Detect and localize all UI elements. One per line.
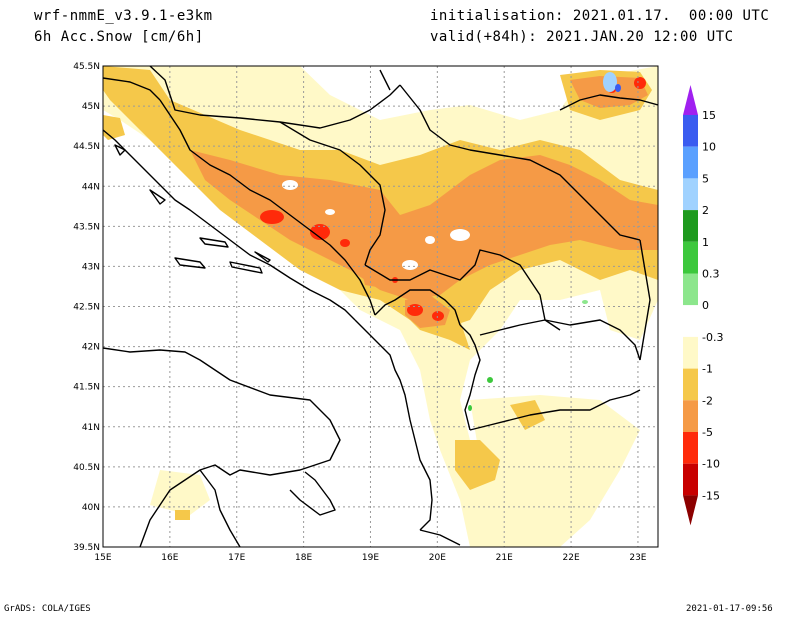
- lat-tick-label: 45N: [82, 102, 100, 112]
- field-title: 6h Acc.Snow [cm/6h]: [34, 29, 204, 45]
- colorbar-swatch: [683, 368, 698, 401]
- snow-gaps: [282, 180, 470, 270]
- valid-time: valid(+84h): 2021.JAN.20 12:00 UTC: [430, 29, 734, 45]
- lat-tick-label: 39.5N: [73, 543, 100, 553]
- snow-positive-spots: [468, 72, 621, 411]
- lat-tick-label: 43.5N: [73, 222, 100, 232]
- latitude-labels: 45.5N 45N 44.5N 44N 43.5N 43N 42.5N 42N 41.5N 41N…: [73, 62, 100, 553]
- lon-tick-label: 16E: [161, 553, 178, 563]
- colorbar-swatch: [683, 241, 698, 274]
- lat-tick-label: 40.5N: [73, 463, 100, 473]
- lon-tick-label: 21E: [496, 553, 513, 563]
- lon-tick-label: 22E: [563, 553, 580, 563]
- colorbar-swatch: [683, 400, 698, 432]
- lat-tick-label: 44.5N: [73, 142, 100, 152]
- colorbar-label: 10: [702, 141, 716, 154]
- colorbar-label: 0: [702, 299, 709, 312]
- colorbar-swatch: [683, 146, 698, 179]
- lat-tick-label: 41N: [82, 423, 100, 433]
- colorbar-label: 15: [702, 109, 716, 122]
- colorbar-label: -2: [702, 394, 713, 407]
- colorbar-labels: 15 10 5 2 1 0.3 0 -0.3 -1 -2 -5 -10 -15: [702, 109, 723, 502]
- colorbar-label: 5: [702, 172, 709, 185]
- lat-tick-label: 45.5N: [73, 62, 100, 72]
- lon-tick-label: 20E: [429, 553, 446, 563]
- colorbar: [683, 85, 698, 526]
- lat-tick-label: 43N: [82, 262, 100, 272]
- colorbar-swatch: [683, 463, 698, 496]
- colorbar-bottom-triangle: [683, 495, 698, 526]
- lat-tick-label: 41.5N: [73, 383, 100, 393]
- lat-tick-label: 40N: [82, 503, 100, 513]
- colorbar-label: -15: [702, 489, 720, 502]
- colorbar-swatch: [683, 178, 698, 211]
- colorbar-label: -0.3: [702, 331, 723, 344]
- lat-tick-label: 42N: [82, 343, 100, 353]
- lon-tick-label: 18E: [295, 553, 312, 563]
- init-time: initialisation: 2021.01.17. 00:00 UTC: [430, 8, 770, 24]
- colorbar-swatch: [683, 305, 698, 337]
- lat-tick-label: 44N: [82, 182, 100, 192]
- colorbar-label: -5: [702, 426, 713, 439]
- lon-tick-label: 17E: [228, 553, 245, 563]
- colorbar-label: -1: [702, 363, 713, 376]
- colorbar-swatch: [683, 336, 698, 369]
- footer-timestamp: 2021-01-17-09:56: [686, 604, 773, 614]
- colorbar-label: 2: [702, 204, 709, 217]
- lon-tick-label: 23E: [629, 553, 646, 563]
- longitude-labels: 15E 16E 17E 18E 19E 20E 21E 22E 23E: [94, 553, 646, 563]
- colorbar-swatch: [683, 273, 698, 306]
- lon-tick-label: 19E: [362, 553, 379, 563]
- lat-tick-label: 42.5N: [73, 303, 100, 313]
- colorbar-label: 1: [702, 236, 709, 249]
- colorbar-swatch: [683, 210, 698, 242]
- colorbar-swatch: [683, 115, 698, 147]
- map-grid: [103, 66, 658, 547]
- map-frame: [102, 65, 659, 548]
- coastline-borders: [103, 66, 658, 547]
- colorbar-swatch: [683, 432, 698, 464]
- colorbar-label: -10: [702, 458, 720, 471]
- colorbar-label: 0.3: [702, 268, 720, 281]
- lon-tick-label: 15E: [94, 553, 111, 563]
- model-title: wrf-nmmE_v3.9.1-e3km: [34, 8, 213, 24]
- colorbar-top-triangle: [683, 85, 698, 115]
- footer-credit: GrADS: COLA/IGES: [4, 604, 91, 614]
